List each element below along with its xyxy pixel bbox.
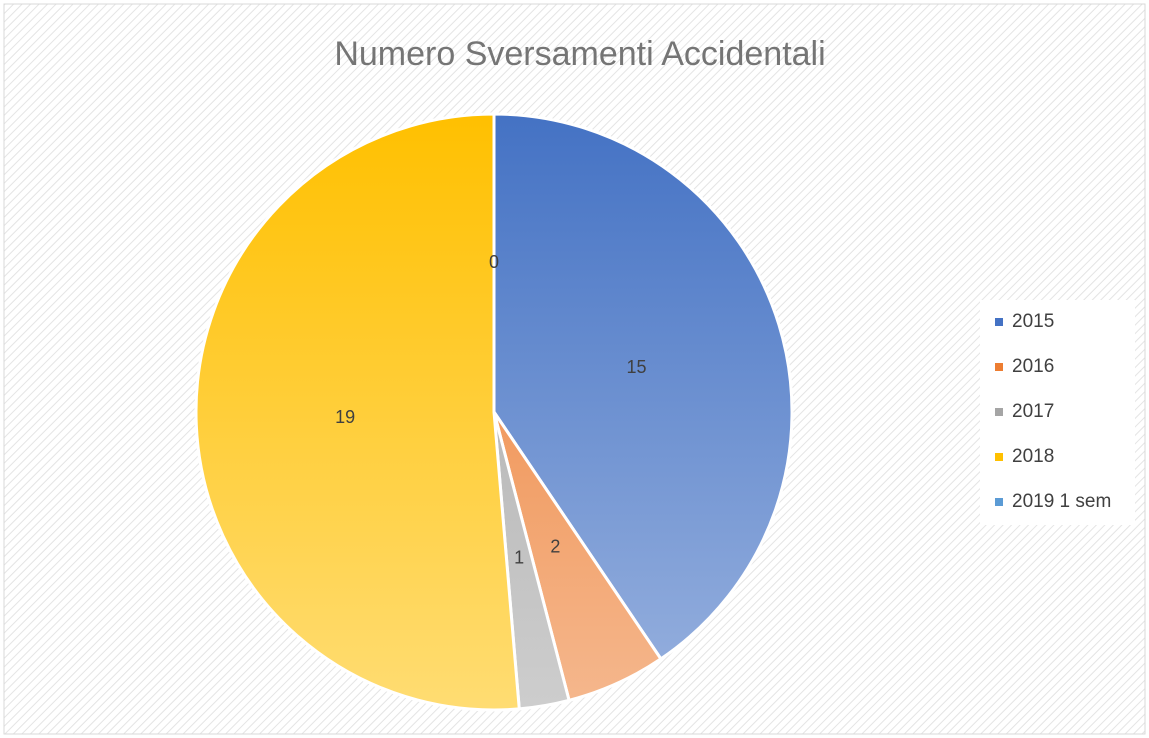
pie-slice [492,112,794,661]
legend-label: 2016 [1012,356,1054,377]
legend-label: 2015 [1012,311,1054,332]
legend-label: 2017 [1012,401,1054,422]
legend-marker [995,408,1003,416]
legend-marker [995,453,1003,461]
legend-marker [995,498,1003,506]
legend-box [980,300,1135,525]
data-label: 19 [335,407,355,427]
data-label: 1 [514,548,524,568]
legend-marker [995,318,1003,326]
data-label: 0 [489,252,499,272]
legend-label: 2018 [1012,446,1054,467]
data-label: 15 [626,357,646,377]
data-label: 2 [550,537,560,557]
legend-marker [995,363,1003,371]
legend-label: 2019 1 sem [1012,491,1111,512]
pie-slice [194,112,521,712]
chart-title: Numero Sversamenti Accidentali [334,35,825,73]
